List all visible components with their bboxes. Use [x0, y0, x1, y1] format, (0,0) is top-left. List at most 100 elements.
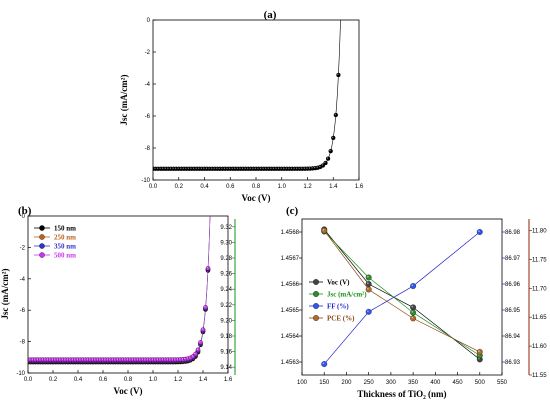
data-point-highlight: [184, 357, 186, 360]
y-tick-label: -8: [145, 146, 151, 152]
jsc-tick-label: 9.24: [220, 287, 232, 293]
data-point-voc: [365, 281, 372, 287]
data-point-highlight: [199, 341, 201, 343]
data-point-highlight: [270, 167, 272, 169]
ff-tick-label: 86.97: [505, 256, 521, 262]
data-point-highlight: [134, 358, 136, 360]
y-tick-label: -2: [145, 50, 151, 56]
marks-b: [28, 216, 211, 365]
data-point-highlight: [265, 167, 267, 169]
data-point-highlight: [182, 167, 184, 169]
x-tick-label: 200: [341, 380, 352, 386]
x-tick-label: 300: [386, 380, 397, 386]
y-tick-label: -2: [20, 245, 26, 251]
chart-c: (c) 100 150 200 250 300 350 400 450 500 550 1.456…: [220, 205, 547, 399]
data-point-highlight: [275, 167, 277, 169]
data-point-highlight: [316, 166, 318, 168]
data-point-highlight: [186, 357, 188, 359]
data-point-highlight: [144, 358, 146, 360]
x-tick-label: 150: [319, 380, 330, 386]
y-tick-label: -10: [141, 178, 150, 184]
x-tick-label: 1.2: [303, 184, 312, 190]
plot-frame-c: [301, 218, 503, 376]
legend-label: 150 nm: [54, 225, 76, 233]
data-point-highlight: [156, 358, 158, 360]
x-tick-label: 0.2: [175, 184, 184, 190]
data-point-highlight: [69, 358, 71, 360]
x-tick-label: 0.4: [74, 377, 83, 383]
data-point-highlight: [31, 358, 33, 360]
data-point-highlight: [193, 167, 195, 169]
voc-tick-label: 1.4568: [281, 230, 300, 236]
plot-frame-a: [152, 19, 360, 181]
data-point-highlight: [146, 358, 148, 360]
data-point-highlight: [167, 167, 169, 169]
x-ticks-c: 100 150 200 250 300 350 400 450 500 550: [297, 372, 508, 386]
x-tick-label: 1.6: [355, 184, 364, 190]
x-tick-label: 0.6: [226, 184, 235, 190]
panel-label-a: (a): [264, 9, 277, 21]
x-tick-label: 0.8: [252, 184, 261, 190]
data-point-jsc: [410, 309, 417, 316]
data-point-highlight: [159, 167, 161, 169]
data-point-highlight: [179, 358, 181, 360]
y-tick-label: -8: [20, 340, 26, 346]
data-point: [198, 340, 203, 345]
data-point-highlight: [298, 167, 300, 169]
x-tick-label: 1.6: [224, 377, 233, 383]
data-point: [333, 112, 338, 118]
legend-c: Voc (V) Jsc (mA/cm²) FF (%) PCE (%): [309, 279, 367, 323]
data-point-highlight: [84, 358, 86, 360]
jsc-tick-label: 9.30: [220, 240, 232, 246]
data-point-highlight: [314, 166, 316, 169]
data-point-highlight: [64, 358, 66, 360]
y-ticks-a: 0 -2 -4 -6 -8 -10: [141, 18, 156, 184]
data-point-highlight: [267, 167, 269, 169]
data-point-highlight: [109, 358, 111, 360]
y-ticks-b: 0 -2 -4 -6 -8 -10: [16, 214, 31, 377]
data-point-highlight: [164, 167, 166, 169]
data-point-highlight: [114, 358, 116, 360]
legend-marker: [313, 303, 319, 309]
data-point-highlight: [181, 358, 183, 360]
x-tick-label: 1.2: [174, 377, 183, 383]
data-point-highlight: [321, 164, 323, 166]
data-point-highlight: [71, 358, 73, 360]
data-point-ff: [365, 308, 372, 315]
chart-b: (b) 0.0 0.2 0.4 0.6 0.8 1.0 1.2 1.4 1.6 0 -2 -4 -6 -…: [0, 205, 233, 396]
data-point-highlight: [411, 311, 414, 313]
data-point-highlight: [161, 358, 163, 360]
panel-label-c: (c): [286, 205, 299, 217]
jsc-tick-label: 9.26: [220, 272, 232, 278]
data-point-highlight: [367, 287, 369, 290]
data-point-highlight: [249, 167, 251, 169]
pce-tick-label: 11.75: [532, 257, 547, 263]
data-point: [325, 156, 331, 161]
data-point-highlight: [169, 167, 172, 169]
data-point-highlight: [283, 167, 285, 169]
data-point-highlight: [59, 358, 61, 360]
legend-marker: [313, 291, 319, 297]
data-point: [328, 148, 333, 154]
data-point-highlight: [36, 358, 39, 360]
data-point-highlight: [319, 165, 321, 167]
x-axis-label-c: Thickness of TiO₂ (nm): [357, 389, 446, 399]
data-point-highlight: [478, 230, 480, 232]
x-tick-label: 250: [364, 380, 375, 386]
data-point-highlight: [478, 350, 480, 352]
data-point-highlight: [131, 358, 133, 360]
data-point-highlight: [196, 348, 198, 350]
x-ticks-b: 0.0 0.2 0.4 0.6 0.8 1.0 1.2 1.4 1.6: [24, 370, 233, 383]
jsc-tick-label: 9.32: [220, 225, 232, 231]
data-point-highlight: [332, 136, 334, 138]
y-tick-label: 0: [147, 18, 151, 24]
data-point-highlight: [86, 358, 88, 360]
data-point-highlight: [208, 167, 210, 169]
data-point: [203, 304, 208, 310]
data-point-highlight: [324, 161, 326, 163]
data-point-highlight: [177, 167, 179, 169]
data-point: [193, 351, 198, 357]
x-tick-label: 1.4: [199, 377, 208, 383]
data-point-highlight: [162, 167, 164, 169]
data-point-highlight: [218, 167, 220, 169]
